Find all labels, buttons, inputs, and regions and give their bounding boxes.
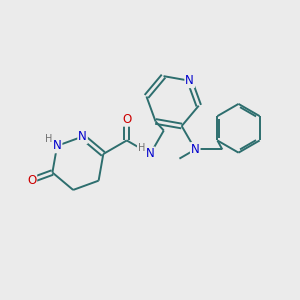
Text: H: H	[45, 134, 52, 144]
Text: N: N	[146, 148, 154, 160]
Text: N: N	[53, 139, 62, 152]
Text: O: O	[27, 174, 36, 187]
Text: N: N	[191, 143, 200, 156]
Text: N: N	[185, 74, 194, 87]
Text: O: O	[122, 113, 131, 126]
Text: H: H	[138, 143, 145, 153]
Text: N: N	[78, 130, 87, 143]
